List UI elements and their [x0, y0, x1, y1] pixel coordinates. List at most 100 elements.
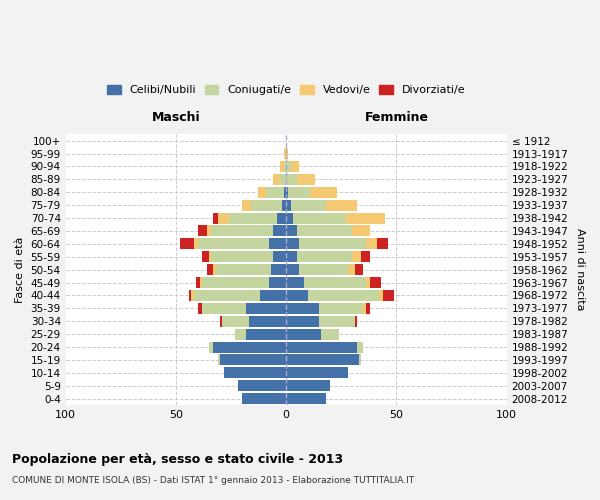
Bar — [297, 226, 352, 236]
Bar — [242, 393, 286, 404]
Bar — [251, 200, 282, 210]
Bar — [194, 238, 198, 250]
Bar — [282, 200, 286, 210]
Bar — [379, 290, 383, 301]
Bar — [215, 264, 271, 275]
Bar — [286, 277, 304, 288]
Bar — [364, 303, 365, 314]
Bar — [280, 161, 284, 172]
Bar — [280, 174, 286, 185]
Bar — [310, 186, 337, 198]
Bar — [286, 354, 359, 366]
Bar — [214, 342, 286, 352]
Bar — [365, 303, 370, 314]
Bar — [290, 200, 326, 210]
Text: Maschi: Maschi — [152, 111, 200, 124]
Bar — [207, 264, 214, 275]
Bar — [211, 252, 273, 262]
Bar — [286, 328, 322, 340]
Bar — [202, 252, 209, 262]
Bar — [194, 290, 260, 301]
Bar — [209, 252, 211, 262]
Bar — [218, 212, 229, 224]
Text: Femmine: Femmine — [364, 111, 428, 124]
Bar — [260, 290, 286, 301]
Bar — [284, 148, 286, 159]
Bar — [290, 161, 299, 172]
Bar — [370, 277, 381, 288]
Bar — [229, 212, 277, 224]
Bar — [297, 174, 315, 185]
Bar — [273, 226, 286, 236]
Bar — [211, 226, 273, 236]
Bar — [326, 200, 357, 210]
Bar — [269, 238, 286, 250]
Bar — [308, 290, 379, 301]
Bar — [286, 264, 299, 275]
Bar — [319, 303, 364, 314]
Bar — [242, 200, 251, 210]
Bar — [286, 252, 297, 262]
Bar — [266, 186, 284, 198]
Bar — [286, 212, 293, 224]
Bar — [222, 316, 249, 326]
Bar — [286, 380, 331, 392]
Bar — [299, 238, 365, 250]
Bar — [235, 328, 247, 340]
Bar — [286, 342, 357, 352]
Bar — [286, 303, 319, 314]
Bar — [189, 290, 191, 301]
Bar — [304, 277, 365, 288]
Bar — [299, 264, 348, 275]
Bar — [198, 303, 202, 314]
Bar — [355, 316, 357, 326]
Bar — [293, 212, 346, 224]
Bar — [289, 186, 310, 198]
Bar — [319, 316, 355, 326]
Bar — [286, 290, 308, 301]
Bar — [202, 303, 247, 314]
Bar — [286, 368, 348, 378]
Legend: Celibi/Nubili, Coniugati/e, Vedovi/e, Divorziati/e: Celibi/Nubili, Coniugati/e, Vedovi/e, Di… — [103, 80, 469, 100]
Bar — [202, 277, 269, 288]
Bar — [198, 238, 269, 250]
Bar — [247, 303, 286, 314]
Bar — [286, 186, 289, 198]
Bar — [249, 316, 286, 326]
Bar — [361, 252, 370, 262]
Bar — [220, 316, 222, 326]
Bar — [286, 393, 326, 404]
Bar — [273, 174, 280, 185]
Bar — [297, 252, 352, 262]
Bar — [286, 316, 319, 326]
Bar — [352, 226, 370, 236]
Bar — [181, 238, 194, 250]
Bar — [286, 148, 289, 159]
Bar — [214, 212, 218, 224]
Bar — [196, 277, 200, 288]
Bar — [365, 238, 377, 250]
Bar — [286, 174, 297, 185]
Bar — [209, 342, 214, 352]
Bar — [352, 252, 361, 262]
Y-axis label: Anni di nascita: Anni di nascita — [575, 228, 585, 311]
Y-axis label: Fasce di età: Fasce di età — [15, 236, 25, 303]
Bar — [247, 328, 286, 340]
Bar — [218, 354, 220, 366]
Bar — [238, 380, 286, 392]
Bar — [277, 212, 286, 224]
Bar — [284, 161, 286, 172]
Bar — [284, 186, 286, 198]
Text: Popolazione per età, sesso e stato civile - 2013: Popolazione per età, sesso e stato civil… — [12, 452, 343, 466]
Bar — [377, 238, 388, 250]
Bar — [198, 226, 207, 236]
Bar — [286, 238, 299, 250]
Bar — [273, 252, 286, 262]
Bar — [200, 277, 202, 288]
Bar — [359, 354, 361, 366]
Bar — [383, 290, 394, 301]
Bar — [286, 161, 290, 172]
Bar — [220, 354, 286, 366]
Bar — [365, 277, 370, 288]
Text: COMUNE DI MONTE ISOLA (BS) - Dati ISTAT 1° gennaio 2013 - Elaborazione TUTTITALI: COMUNE DI MONTE ISOLA (BS) - Dati ISTAT … — [12, 476, 414, 485]
